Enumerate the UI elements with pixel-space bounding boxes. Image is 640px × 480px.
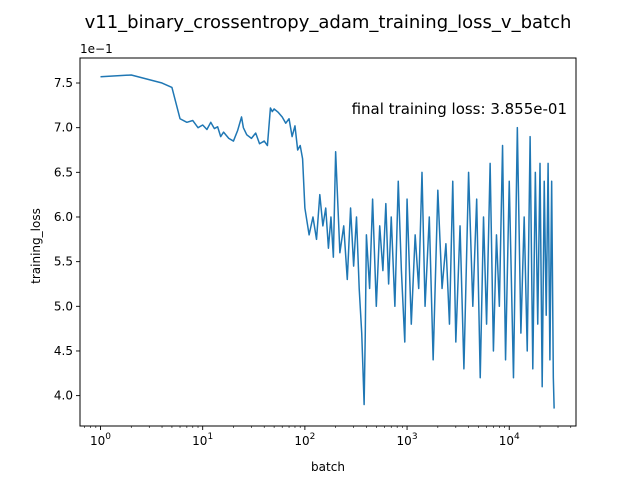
x-tick-label: 100 [90,432,111,448]
y-tick-label: 6.0 [54,210,73,224]
y-tick-label: 5.0 [54,299,73,313]
x-axis-label: batch [311,460,345,474]
y-tick-label: 7.5 [54,76,73,90]
y-tick-label: 4.0 [54,389,73,403]
y-tick-label: 4.5 [54,344,73,358]
plot-frame [79,57,577,427]
y-tick-label: 5.5 [54,255,73,269]
x-tick-label: 103 [397,432,418,448]
chart-title: v11_binary_crossentropy_adam_training_lo… [85,12,572,33]
y-tick-label: 7.0 [54,121,73,135]
x-axis: 100 101 102 103 104 [84,426,572,448]
y-axis: 4.0 4.5 5.0 5.5 6.0 6.5 7.0 7.5 [54,76,80,403]
final-loss-annotation: final training loss: 3.855e-01 [352,100,567,118]
x-tick-label: 102 [294,432,315,448]
x-tick-label: 104 [499,432,520,448]
y-axis-offset-label: 1e−1 [80,42,113,56]
x-tick-label: 101 [192,432,213,448]
training-loss-line [100,74,555,409]
y-axis-label: training_loss [29,208,43,284]
y-tick-label: 6.5 [54,165,73,179]
